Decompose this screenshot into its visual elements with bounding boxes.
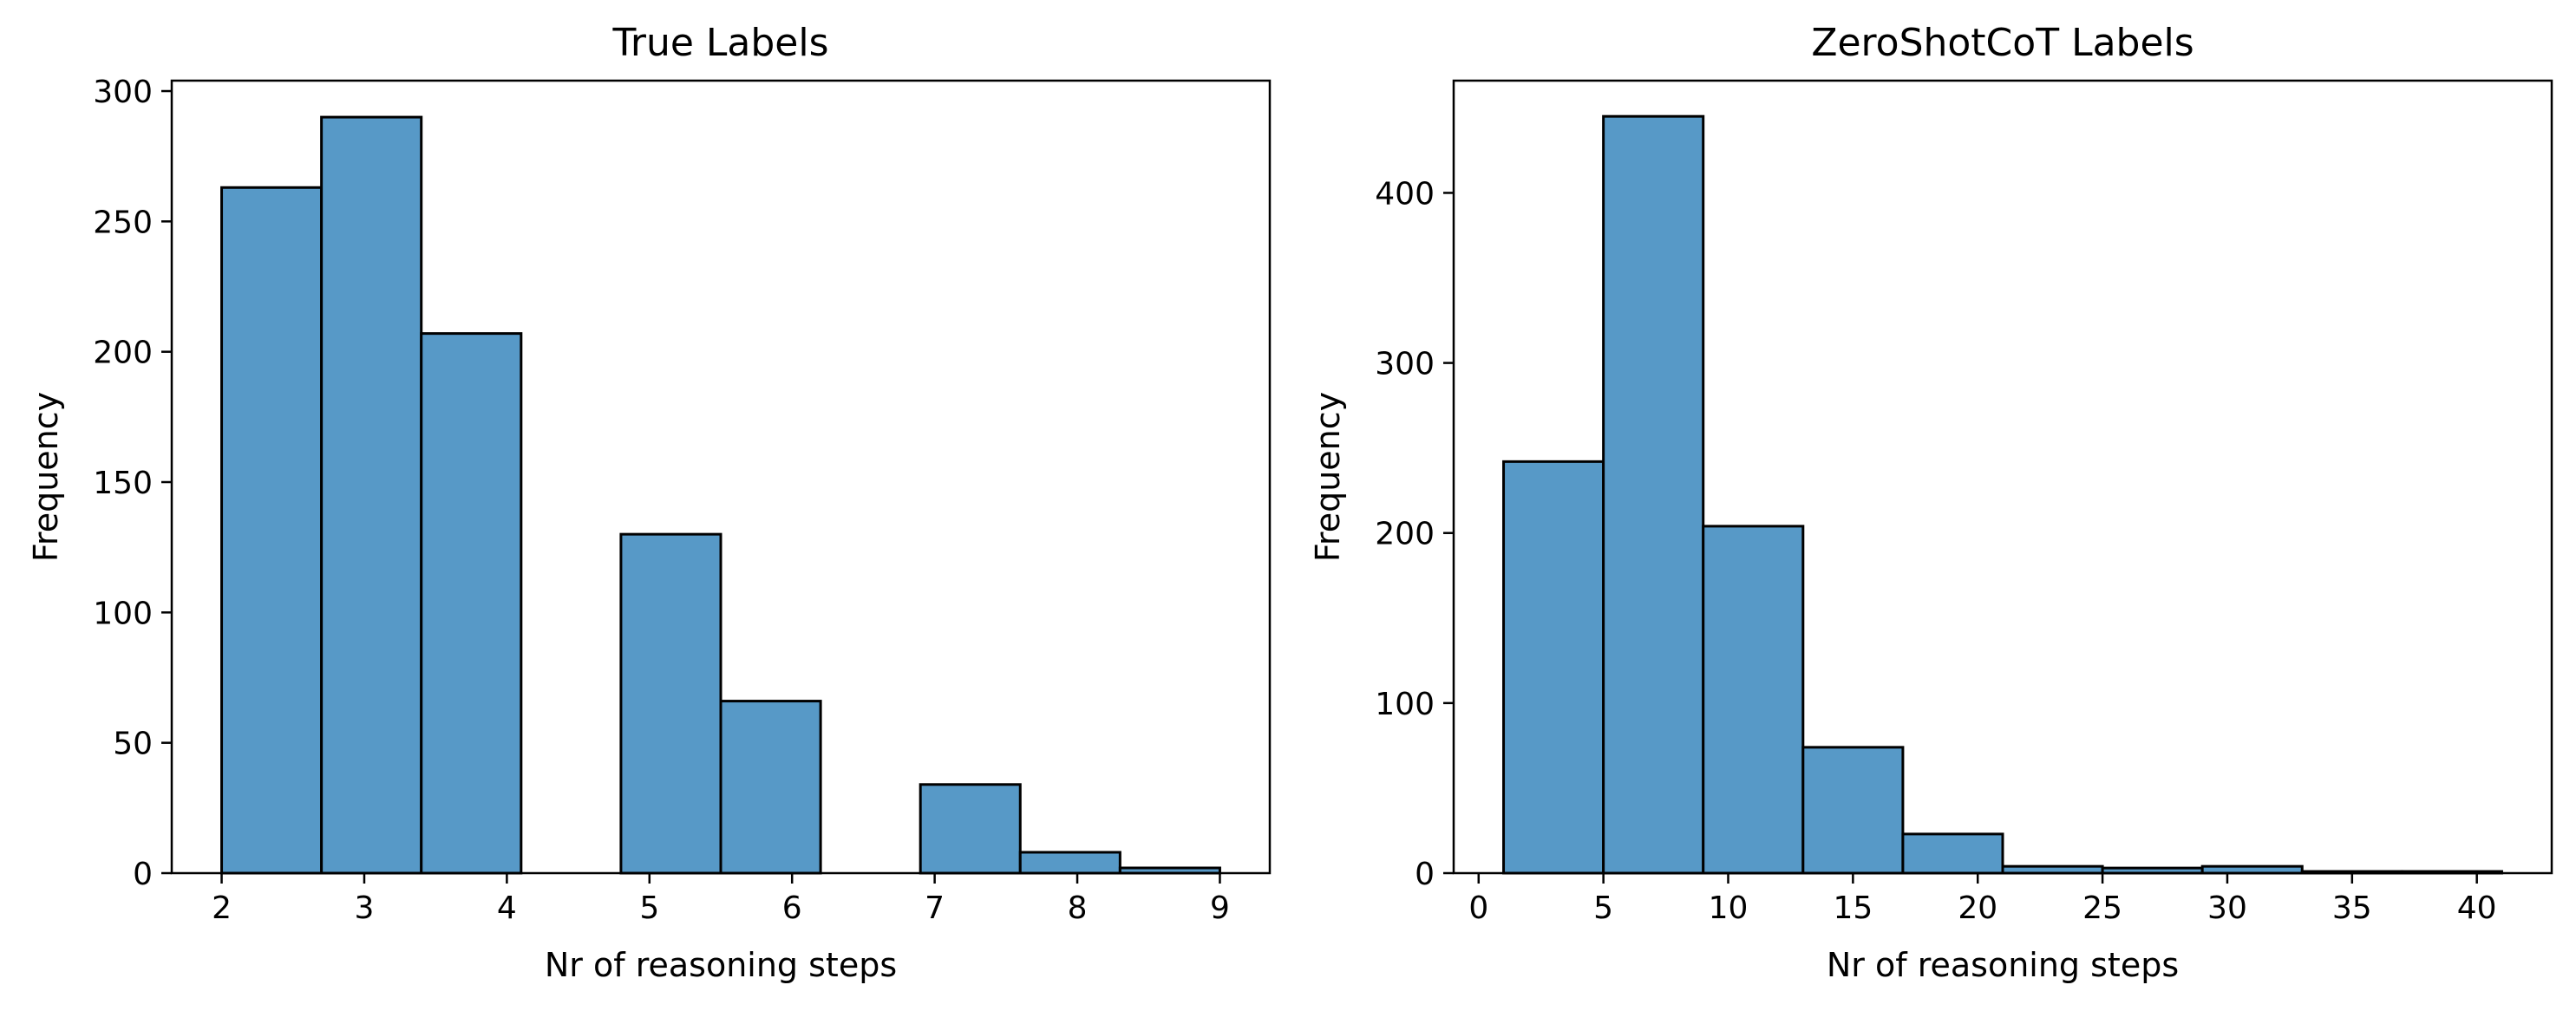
histogram-bar	[1801, 746, 1905, 875]
y-tick-label: 400	[1375, 176, 1435, 212]
x-tick-label: 6	[782, 890, 802, 926]
x-tick-label: 5	[639, 890, 659, 926]
y-tick-label: 100	[93, 596, 153, 631]
x-tick-label: 3	[355, 890, 375, 926]
chart-zeroshotcot-labels: 0 5 10 15 20 25 30 35 400100200300400ZeroShotCoT…	[1309, 21, 2553, 984]
histogram-bar	[719, 700, 822, 875]
histogram-bar	[1702, 525, 1805, 875]
histogram-bar	[1018, 851, 1121, 875]
x-tick-label: 7	[925, 890, 945, 926]
histogram-bar	[220, 186, 324, 875]
x-tick-label: 40	[2457, 890, 2497, 926]
x-tick-label: 2	[212, 890, 232, 926]
histogram-bar	[919, 783, 1022, 875]
x-tick-label: 5	[1593, 890, 1613, 926]
y-tick-label: 150	[93, 466, 153, 501]
x-tick-label: 35	[2332, 890, 2372, 926]
histogram-bar	[320, 115, 423, 875]
chart-title: True Labels	[611, 21, 828, 65]
x-tick-label: 8	[1068, 890, 1088, 926]
x-tick-label: 25	[2082, 890, 2122, 926]
y-tick-label: 200	[93, 336, 153, 371]
axes-frame	[1452, 79, 2553, 875]
histogram-bar	[1602, 114, 1705, 875]
y-tick-label: 0	[1415, 857, 1435, 892]
x-tick-label: 20	[1958, 890, 1997, 926]
x-tick-label: 15	[1833, 890, 1873, 926]
x-tick-label: 0	[1468, 890, 1488, 926]
y-axis-label: Frequency	[1309, 392, 1347, 562]
x-tick-label: 4	[497, 890, 517, 926]
y-tick-label: 200	[1375, 517, 1435, 552]
chart-true-labels: 2 3 4 5 6 7 8 9 0 50 100 150 200 250 300 True Labels Nr …	[27, 21, 1272, 984]
x-axis-label: Nr of reasoning steps	[1827, 946, 2179, 984]
y-tick-label: 300	[1375, 347, 1435, 382]
chart-title: ZeroShotCoT Labels	[1811, 21, 2194, 65]
x-tick-label: 10	[1709, 890, 1749, 926]
y-tick-label: 100	[1375, 687, 1435, 722]
y-tick-label: 300	[93, 75, 153, 110]
axes-frame	[170, 79, 1272, 875]
y-axis-label: Frequency	[27, 392, 65, 562]
histogram-bar	[1502, 460, 1605, 875]
y-tick-label: 50	[113, 727, 153, 762]
x-tick-label: 9	[1210, 890, 1230, 926]
histogram-bar	[619, 532, 722, 875]
histogram-bar	[420, 332, 523, 875]
x-axis-label: Nr of reasoning steps	[545, 946, 897, 984]
histogram-bar	[1901, 832, 2004, 875]
x-tick-label: 30	[2207, 890, 2247, 926]
y-tick-label: 250	[93, 205, 153, 240]
y-tick-label: 0	[133, 857, 153, 892]
